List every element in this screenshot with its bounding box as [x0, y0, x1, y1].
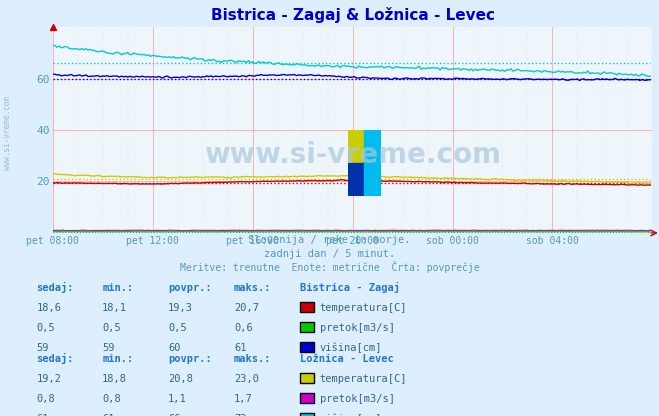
Text: 0,5: 0,5: [102, 323, 121, 333]
Text: 0,8: 0,8: [102, 394, 121, 404]
Text: Slovenija / reke in morje.: Slovenija / reke in morje.: [248, 235, 411, 245]
Text: 0,5: 0,5: [36, 323, 55, 333]
Text: 18,1: 18,1: [102, 303, 127, 313]
Title: Bistrica - Zagaj & Ložnica - Levec: Bistrica - Zagaj & Ložnica - Levec: [211, 7, 494, 23]
Text: 66: 66: [168, 414, 181, 416]
Text: 61: 61: [234, 343, 246, 353]
Text: min.:: min.:: [102, 354, 133, 364]
Text: pretok[m3/s]: pretok[m3/s]: [320, 323, 395, 333]
Text: 0,5: 0,5: [168, 323, 186, 333]
Text: 19,2: 19,2: [36, 374, 61, 384]
Text: maks.:: maks.:: [234, 354, 272, 364]
Text: 19,3: 19,3: [168, 303, 193, 313]
Text: 18,8: 18,8: [102, 374, 127, 384]
Text: Meritve: trenutne  Enote: metrične  Črta: povprečje: Meritve: trenutne Enote: metrične Črta: …: [180, 261, 479, 273]
Text: 20,7: 20,7: [234, 303, 259, 313]
Text: 1,7: 1,7: [234, 394, 252, 404]
Text: pretok[m3/s]: pretok[m3/s]: [320, 394, 395, 404]
Text: temperatura[C]: temperatura[C]: [320, 374, 407, 384]
Text: 59: 59: [102, 343, 115, 353]
Text: maks.:: maks.:: [234, 283, 272, 293]
Text: 18,6: 18,6: [36, 303, 61, 313]
Text: 61: 61: [36, 414, 49, 416]
Text: 73: 73: [234, 414, 246, 416]
Text: povpr.:: povpr.:: [168, 354, 212, 364]
Text: povpr.:: povpr.:: [168, 283, 212, 293]
Text: 0,6: 0,6: [234, 323, 252, 333]
Text: www.si-vreme.com: www.si-vreme.com: [3, 96, 13, 170]
Text: Bistrica - Zagaj: Bistrica - Zagaj: [300, 282, 400, 293]
Text: min.:: min.:: [102, 283, 133, 293]
Text: www.si-vreme.com: www.si-vreme.com: [204, 141, 501, 169]
Text: sedaj:: sedaj:: [36, 353, 74, 364]
Text: 59: 59: [36, 343, 49, 353]
Text: Ložnica - Levec: Ložnica - Levec: [300, 354, 393, 364]
Text: 23,0: 23,0: [234, 374, 259, 384]
Text: višina[cm]: višina[cm]: [320, 343, 382, 353]
Text: zadnji dan / 5 minut.: zadnji dan / 5 minut.: [264, 249, 395, 259]
Text: višina[cm]: višina[cm]: [320, 414, 382, 416]
Text: 1,1: 1,1: [168, 394, 186, 404]
Text: sedaj:: sedaj:: [36, 282, 74, 293]
Text: 0,8: 0,8: [36, 394, 55, 404]
Text: 61: 61: [102, 414, 115, 416]
Text: 60: 60: [168, 343, 181, 353]
Text: 20,8: 20,8: [168, 374, 193, 384]
Text: temperatura[C]: temperatura[C]: [320, 303, 407, 313]
